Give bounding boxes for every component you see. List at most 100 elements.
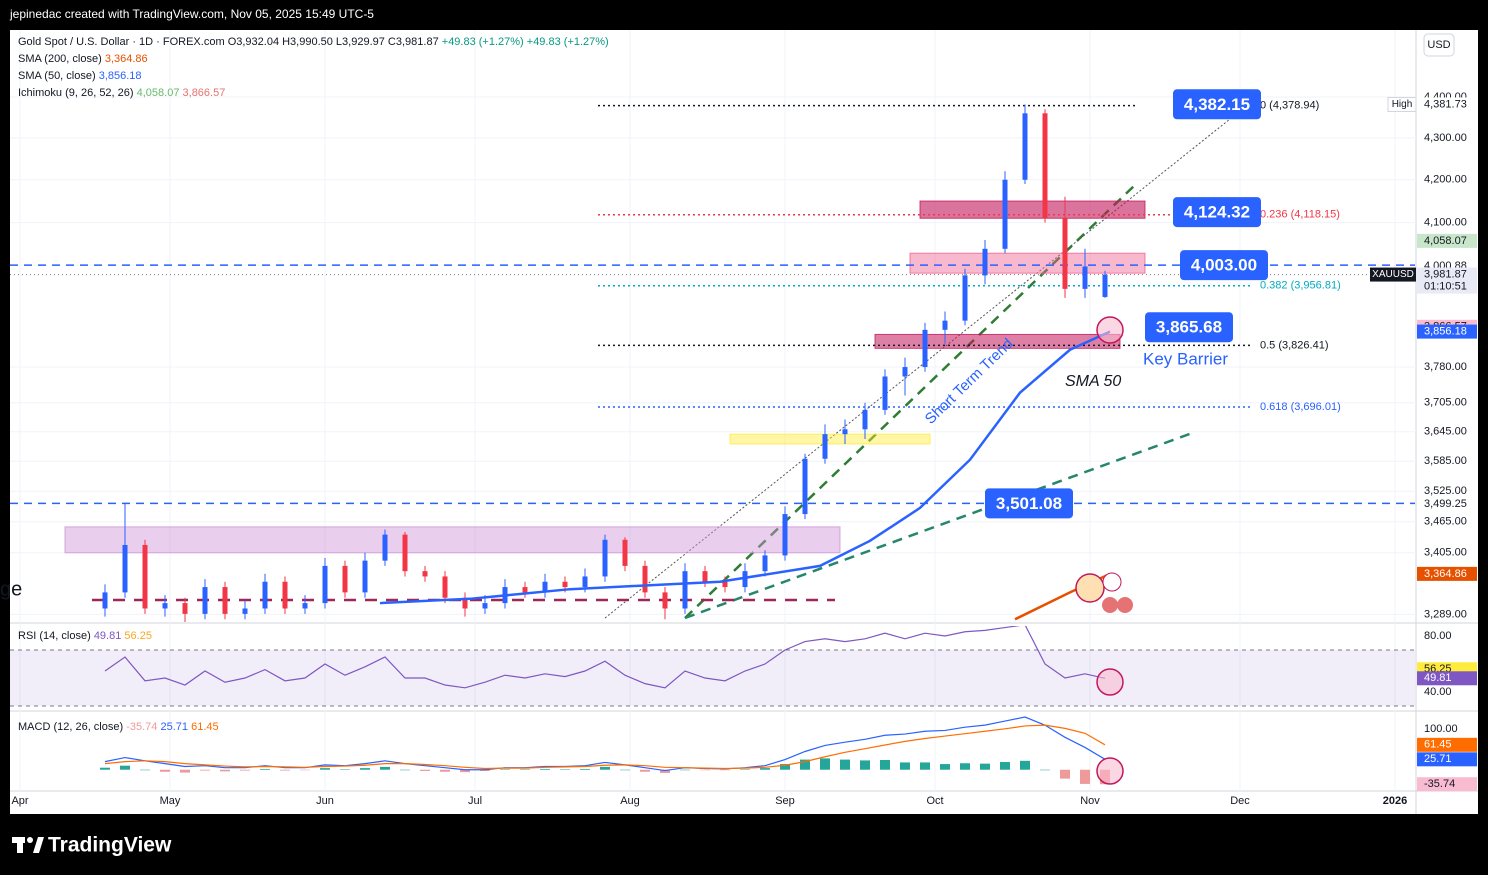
callout-box — [1173, 89, 1261, 120]
axis-price-box — [1417, 566, 1477, 581]
x-tick-label: May — [160, 795, 181, 807]
fib-label: 0.382 (3,956.81) — [1260, 280, 1341, 292]
symbol-tag — [1370, 267, 1416, 282]
highlight-circle — [1096, 316, 1124, 344]
y-tick-label: 3,585.00 — [1424, 455, 1467, 467]
event-icon[interactable] — [1102, 572, 1122, 592]
legend-label: Ichimoku (9, 26, 52, 26) — [18, 87, 134, 99]
event-icon[interactable] — [1117, 597, 1133, 613]
candle-body — [822, 434, 828, 459]
macd-signal-line — [104, 724, 1106, 770]
macd-histogram-bar — [380, 766, 390, 770]
macd-histogram-bar — [920, 762, 930, 770]
candle-body — [702, 571, 708, 582]
candle-body — [842, 429, 848, 435]
macd-histogram-bar — [620, 769, 630, 771]
axis-price-box — [1417, 777, 1477, 792]
candle-body — [742, 571, 748, 588]
macd-histogram-bar — [100, 767, 110, 770]
macd-histogram-bar — [120, 765, 130, 770]
x-tick-label: Nov — [1080, 795, 1100, 807]
axis-price-label: 3,364.86 — [1424, 568, 1467, 580]
logo-shape — [33, 837, 44, 853]
candle-body — [402, 534, 408, 572]
rsi-line — [104, 626, 1106, 689]
macd-histogram-bar — [660, 769, 670, 773]
legend-value: 49.81 — [94, 630, 122, 642]
candle-body — [282, 581, 288, 609]
macd-histogram-bar — [220, 769, 230, 772]
legend-line: Ichimoku (9, 26, 52, 26) 4,058.07 3,866.… — [18, 87, 225, 99]
edge-text: ge — [0, 578, 22, 600]
high-tag-label: High — [1392, 99, 1413, 110]
footer-logo: TradingView — [12, 834, 172, 857]
candle-body — [342, 565, 348, 593]
currency-label[interactable]: USD — [1427, 39, 1450, 51]
candle-body — [362, 560, 368, 593]
legend-line: Gold Spot / U.S. Dollar · 1D · FOREX.com… — [18, 36, 609, 48]
event-icon[interactable] — [1102, 597, 1118, 613]
axis-price-box — [1417, 671, 1477, 686]
legend-symbol: Gold Spot / U.S. Dollar · 1D · FOREX.com — [18, 36, 225, 48]
callout-box — [1180, 250, 1268, 281]
trend-line — [684, 184, 1136, 619]
x-tick-label: Jun — [316, 795, 334, 807]
candle-body — [482, 603, 488, 609]
callout-box — [985, 488, 1073, 519]
x-tick-label: Jul — [468, 795, 482, 807]
macd-histogram-bar — [480, 769, 490, 771]
currency-button[interactable] — [1423, 33, 1455, 57]
highlight-circle — [1096, 668, 1124, 696]
candle-body — [162, 603, 168, 609]
candle-body — [782, 514, 788, 556]
y-tick-label: 3,405.00 — [1424, 547, 1467, 559]
x-tick-label: Sep — [775, 795, 795, 807]
axis-price-label: -35.74 — [1424, 778, 1455, 790]
legend-value: 25.71 — [160, 721, 188, 733]
y-tick-label: 3,705.00 — [1424, 397, 1467, 409]
fib-label: 0.236 (4,118.15) — [1260, 209, 1340, 221]
candle-body — [922, 329, 928, 368]
macd-histogram-bar — [200, 769, 210, 771]
top-bar-text: jepinedac created with TradingView.com, … — [9, 7, 374, 21]
macd-histogram-bar — [260, 768, 270, 770]
legend-label: RSI (14, close) — [18, 630, 91, 642]
candle-body — [982, 248, 988, 276]
macd-histogram-bar — [300, 769, 310, 771]
rsi-tick-label: 40.00 — [1424, 686, 1452, 698]
candle-body — [642, 565, 648, 593]
macd-histogram-bar — [580, 768, 590, 770]
macd-histogram-bar — [820, 758, 830, 770]
macd-histogram-bar — [420, 769, 430, 771]
x-tick-label: Apr — [11, 795, 28, 807]
macd-histogram-bar — [760, 768, 770, 770]
y-tick-label: 3,465.00 — [1424, 516, 1467, 528]
highlight-circle — [1096, 757, 1124, 785]
legend-value: 3,856.18 — [99, 70, 142, 82]
axis-price-box — [1417, 267, 1477, 294]
y-tick-label: 3,645.00 — [1424, 426, 1467, 438]
axis-price-box — [1417, 752, 1477, 767]
candle-body — [182, 603, 188, 614]
candle-body — [242, 608, 248, 614]
logo-shape — [27, 837, 33, 843]
legend-change: +49.83 (+1.27%) +49.83 (+1.27%) — [442, 36, 609, 48]
y-tick-label: 4,100.00 — [1424, 217, 1467, 229]
candle-body — [222, 587, 228, 614]
candle-body — [1022, 113, 1028, 180]
axis-price-label: 25.71 — [1424, 753, 1452, 765]
macd-histogram-bar — [940, 764, 950, 770]
y-tick-label: 3,780.00 — [1424, 361, 1467, 373]
candle-body — [422, 571, 428, 577]
legend-label: SMA (50, close) — [18, 70, 96, 82]
candle-body — [1082, 266, 1088, 289]
sma50-line — [379, 330, 1111, 605]
candle-body — [442, 576, 448, 598]
macd-histogram-bar — [600, 766, 610, 770]
callout-label: 4,382.15 — [1184, 95, 1250, 114]
macd-histogram-bar — [440, 769, 450, 772]
macd-histogram-bar — [800, 759, 810, 770]
x-tick-label: Dec — [1230, 795, 1250, 807]
candle-body — [862, 409, 868, 430]
candle-body — [1102, 274, 1108, 297]
